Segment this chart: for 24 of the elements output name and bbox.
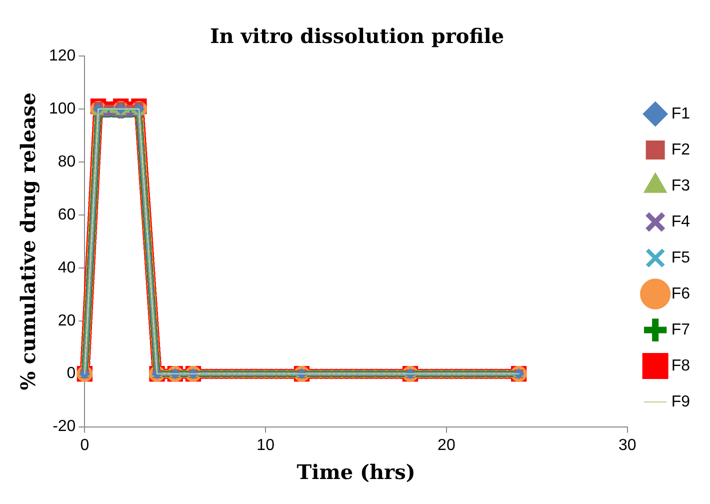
y-tick-label: 20	[58, 312, 76, 330]
legend-label: F7	[671, 321, 690, 338]
y-axis-title: % cumulative drug release	[16, 92, 40, 390]
x-tick-label: 20	[438, 436, 456, 454]
x-tick-label: 0	[80, 436, 90, 454]
chart-title: In vitro dissolution profile	[210, 24, 504, 48]
legend-label: F9	[671, 393, 690, 410]
y-tick-label: 40	[58, 259, 76, 276]
x-tick-label: 10	[256, 436, 275, 454]
legend-label: F5	[671, 249, 690, 266]
legend-label: F4	[671, 213, 690, 230]
legend-label: F8	[671, 357, 690, 374]
x-tick-label: 30	[618, 436, 636, 454]
y-tick-label: 0	[66, 365, 76, 382]
legend-label: F6	[671, 285, 690, 302]
y-tick-label: 100	[48, 100, 76, 118]
y-tick-label: 80	[58, 153, 76, 170]
y-tick-label: 60	[58, 206, 76, 224]
legend-label: F3	[671, 177, 690, 194]
y-tick-label: 120	[48, 47, 76, 64]
legend-label: F2	[671, 141, 690, 158]
y-tick-label: -20	[52, 418, 76, 436]
legend-label: F1	[671, 105, 690, 122]
x-axis-title: Time (hrs)	[296, 460, 416, 484]
